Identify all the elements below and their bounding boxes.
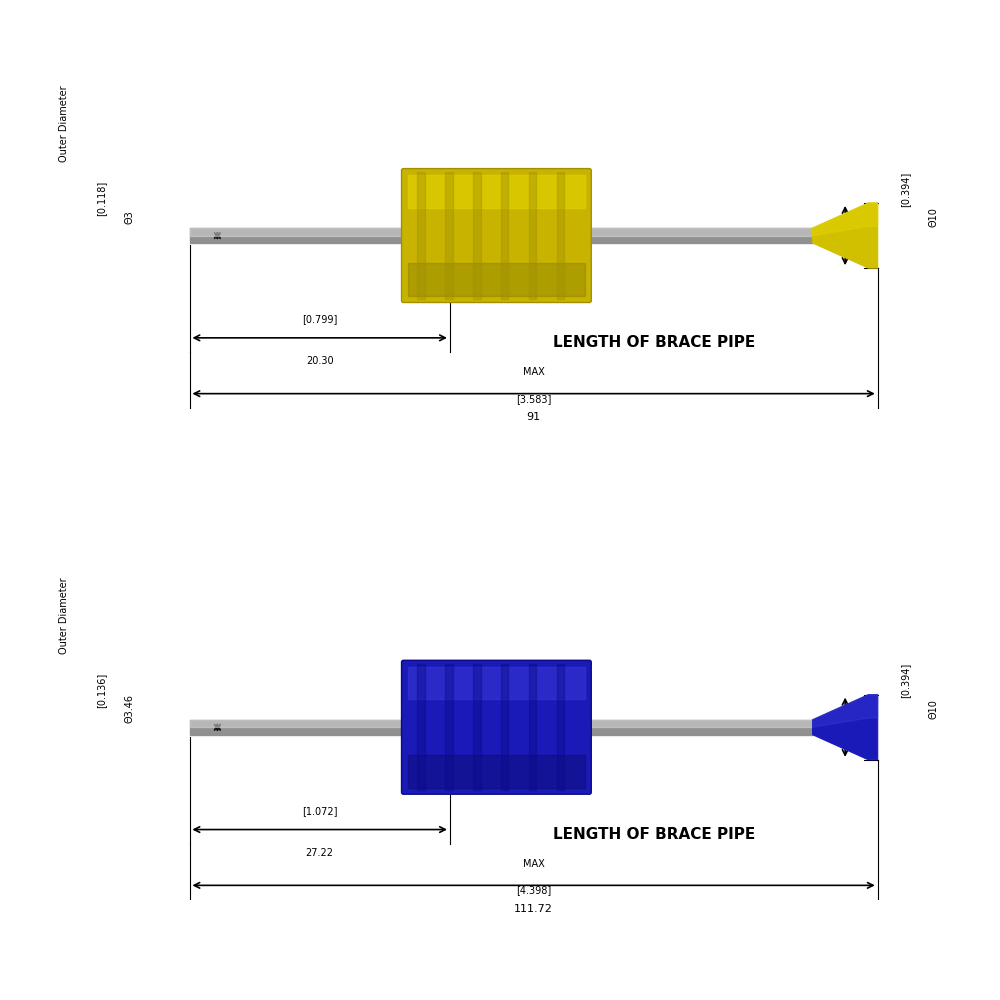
Text: 111.72: 111.72 <box>514 904 553 914</box>
Polygon shape <box>190 720 403 735</box>
Text: Θ3: Θ3 <box>124 210 134 224</box>
Text: Outer Diameter: Outer Diameter <box>59 86 69 162</box>
Polygon shape <box>529 664 536 790</box>
Polygon shape <box>589 228 813 236</box>
Polygon shape <box>813 203 878 268</box>
Polygon shape <box>408 263 585 296</box>
Text: Outer Diameter: Outer Diameter <box>59 577 69 654</box>
Polygon shape <box>813 695 878 760</box>
Text: [0.136]: [0.136] <box>96 672 106 708</box>
Polygon shape <box>445 172 453 299</box>
Text: LENGTH OF BRACE PIPE: LENGTH OF BRACE PIPE <box>553 335 756 350</box>
Polygon shape <box>501 172 508 299</box>
Text: MAX: MAX <box>523 859 544 869</box>
Polygon shape <box>417 664 425 790</box>
Text: MAX: MAX <box>523 367 544 377</box>
Polygon shape <box>473 664 481 790</box>
Polygon shape <box>589 228 813 243</box>
Polygon shape <box>190 228 403 243</box>
Text: [0.394]: [0.394] <box>901 171 911 207</box>
Text: 91: 91 <box>527 412 541 422</box>
Text: [0.799]: [0.799] <box>302 314 337 324</box>
Polygon shape <box>589 720 813 735</box>
Polygon shape <box>408 667 585 699</box>
Text: Θ10: Θ10 <box>928 699 938 719</box>
Polygon shape <box>445 664 453 790</box>
Text: Θ3.46: Θ3.46 <box>124 694 134 723</box>
Text: 27.22: 27.22 <box>306 848 334 858</box>
Polygon shape <box>408 755 585 788</box>
Polygon shape <box>417 172 425 299</box>
Polygon shape <box>473 172 481 299</box>
Text: [1.072]: [1.072] <box>302 806 337 816</box>
Polygon shape <box>501 664 508 790</box>
Text: [0.118]: [0.118] <box>96 181 106 216</box>
Polygon shape <box>813 203 878 236</box>
Polygon shape <box>589 720 813 727</box>
Text: [3.583]: [3.583] <box>516 394 551 404</box>
FancyBboxPatch shape <box>402 169 591 303</box>
Text: [4.398]: [4.398] <box>516 885 551 895</box>
Text: [0.394]: [0.394] <box>901 663 911 698</box>
Polygon shape <box>190 228 403 236</box>
Text: LENGTH OF BRACE PIPE: LENGTH OF BRACE PIPE <box>553 827 756 842</box>
Text: Θ10: Θ10 <box>928 207 938 227</box>
Polygon shape <box>813 695 878 727</box>
Polygon shape <box>190 720 403 727</box>
Polygon shape <box>557 172 564 299</box>
FancyBboxPatch shape <box>402 660 591 794</box>
Text: 20.30: 20.30 <box>306 356 334 366</box>
Polygon shape <box>557 664 564 790</box>
Polygon shape <box>529 172 536 299</box>
Polygon shape <box>408 175 585 208</box>
